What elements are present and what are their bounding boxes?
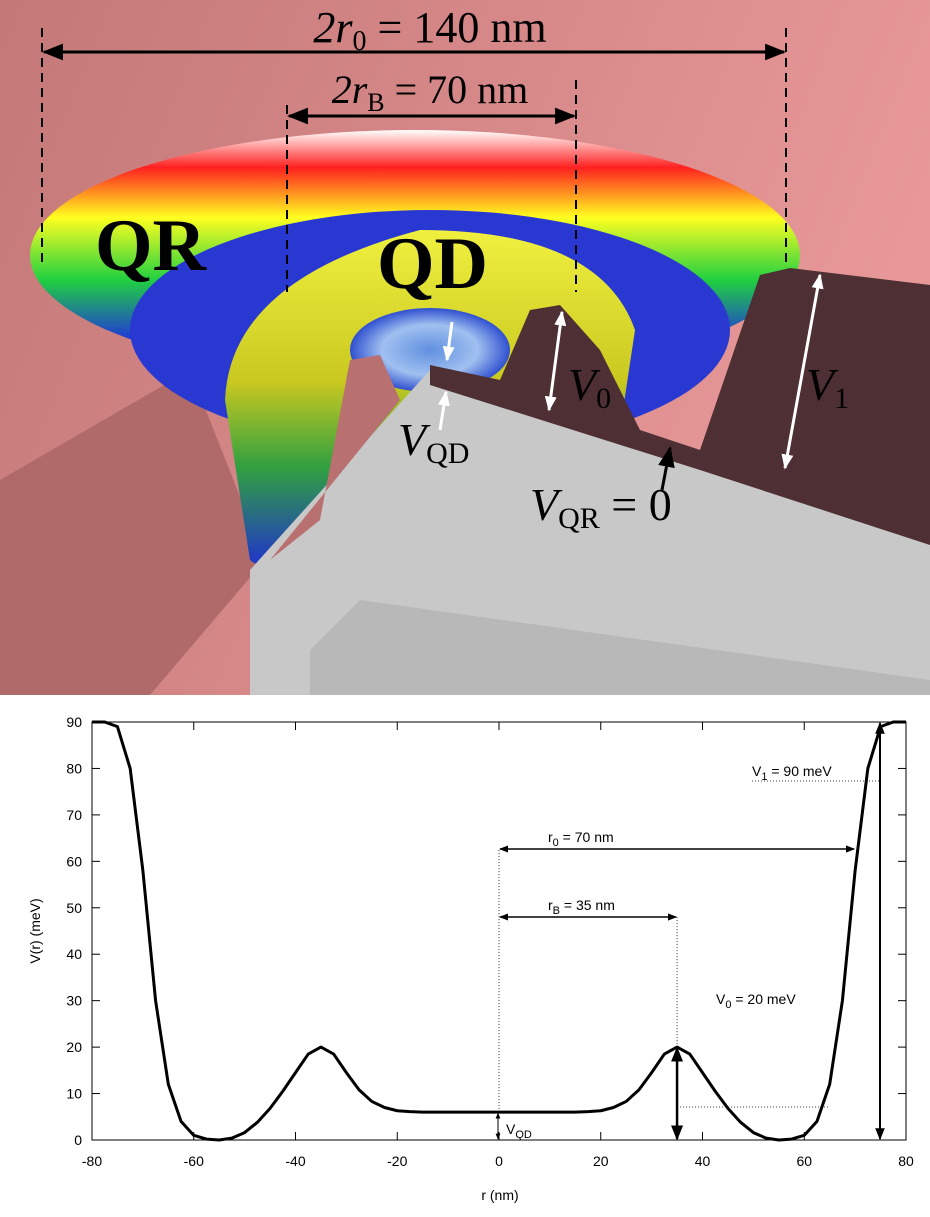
x-tick-label: 80 [898, 1153, 914, 1169]
height-arrow [544, 310, 567, 412]
plot-frame [91, 721, 907, 1141]
label-sub: B [553, 905, 560, 917]
dot-label: QD [377, 223, 488, 305]
label-label: r [548, 829, 553, 845]
label-suffix: = 140 nm [367, 3, 547, 52]
annotation-label: VQD [506, 1121, 532, 1141]
data-line [92, 720, 906, 1142]
label-sub: 1 [761, 771, 767, 783]
outer-diameter-label: 2r0 = 140 nm [313, 3, 546, 57]
x-tick-label: 0 [495, 1153, 503, 1169]
y-tick-label: 40 [66, 946, 82, 962]
annotation-label: rB = 35 nm [548, 897, 615, 917]
label-label: V [506, 1121, 516, 1137]
label-suffix: = 70 nm [559, 829, 614, 845]
level-arrow [658, 445, 675, 491]
chart: r (nm) V(r) (meV) -80 -60 -40 -20 0 20 40 60 80 0… [27, 714, 914, 1203]
dot-pit [350, 308, 510, 392]
label-label: V [752, 763, 762, 779]
label-sub: 0 [353, 26, 367, 57]
x-tick-label: 60 [796, 1153, 812, 1169]
label-suffix: = 70 nm [385, 67, 529, 112]
label-main: V [806, 359, 839, 410]
annotation-label: V1 = 90 meV [752, 763, 832, 783]
label-label: r [548, 897, 553, 913]
x-tick-label: 20 [593, 1153, 609, 1169]
label-sub: QR [558, 502, 600, 535]
floor-shade [310, 600, 930, 695]
slab [0, 370, 265, 695]
x-tick-label: -80 [82, 1153, 102, 1169]
label-sub: 0 [553, 837, 559, 849]
label-suffix: = 35 nm [560, 897, 615, 913]
x-tick-label: -60 [184, 1153, 204, 1169]
label-main: V [530, 479, 563, 530]
label-suffix: = 90 meV [767, 763, 832, 779]
render: 2r0 = 140 nm 2rB = 70 nm QR QD V0 V1 VQD… [0, 0, 930, 695]
y-tick-label: 60 [66, 853, 82, 869]
level-arrow [442, 321, 455, 362]
ring-label: QR [95, 205, 208, 287]
label-main: V [568, 359, 601, 410]
y-tick-label: 20 [66, 1039, 82, 1055]
x-tick-label: -20 [387, 1153, 407, 1169]
slab-edge [270, 355, 400, 560]
y-tick-label: 0 [74, 1132, 82, 1148]
y-tick-label: 70 [66, 807, 82, 823]
label-main: V [398, 414, 431, 465]
label-sub: 0 [596, 382, 611, 415]
label-sub: 0 [725, 999, 731, 1011]
y-tick-label: 80 [66, 760, 82, 776]
annotation-label: V0 = 20 meV [716, 991, 796, 1011]
y-tick-label: 10 [66, 1086, 82, 1102]
label-sub: 1 [834, 382, 849, 415]
ring-level-label: VQR = 0 [530, 479, 672, 535]
label-sub: QD [426, 437, 469, 470]
annotation-label: r0 = 70 nm [548, 829, 614, 849]
x-tick-label: 40 [695, 1153, 711, 1169]
y-tick-label: 30 [66, 993, 82, 1009]
barrier-label: V0 [568, 359, 611, 415]
label-sub: QD [515, 1129, 532, 1141]
x-axis-label: r (nm) [481, 1187, 518, 1203]
y-tick-label: 50 [66, 900, 82, 916]
label-sub: B [367, 88, 384, 117]
wall-label: V1 [806, 359, 849, 415]
label-suffix: = 20 meV [731, 991, 796, 1007]
level-arrow [437, 390, 450, 431]
height-arrow [781, 273, 824, 470]
x-tick-label: -40 [285, 1153, 305, 1169]
inner-diameter-label: 2rB = 70 nm [332, 67, 529, 117]
label-main: 2r [332, 67, 368, 112]
dot-level-label: VQD [398, 414, 469, 470]
y-axis-label: V(r) (meV) [27, 898, 43, 963]
label-suffix: = 0 [600, 479, 672, 530]
y-tick-label: 90 [66, 714, 82, 730]
label-label: V [716, 991, 726, 1007]
label-main: 2r [313, 3, 353, 52]
